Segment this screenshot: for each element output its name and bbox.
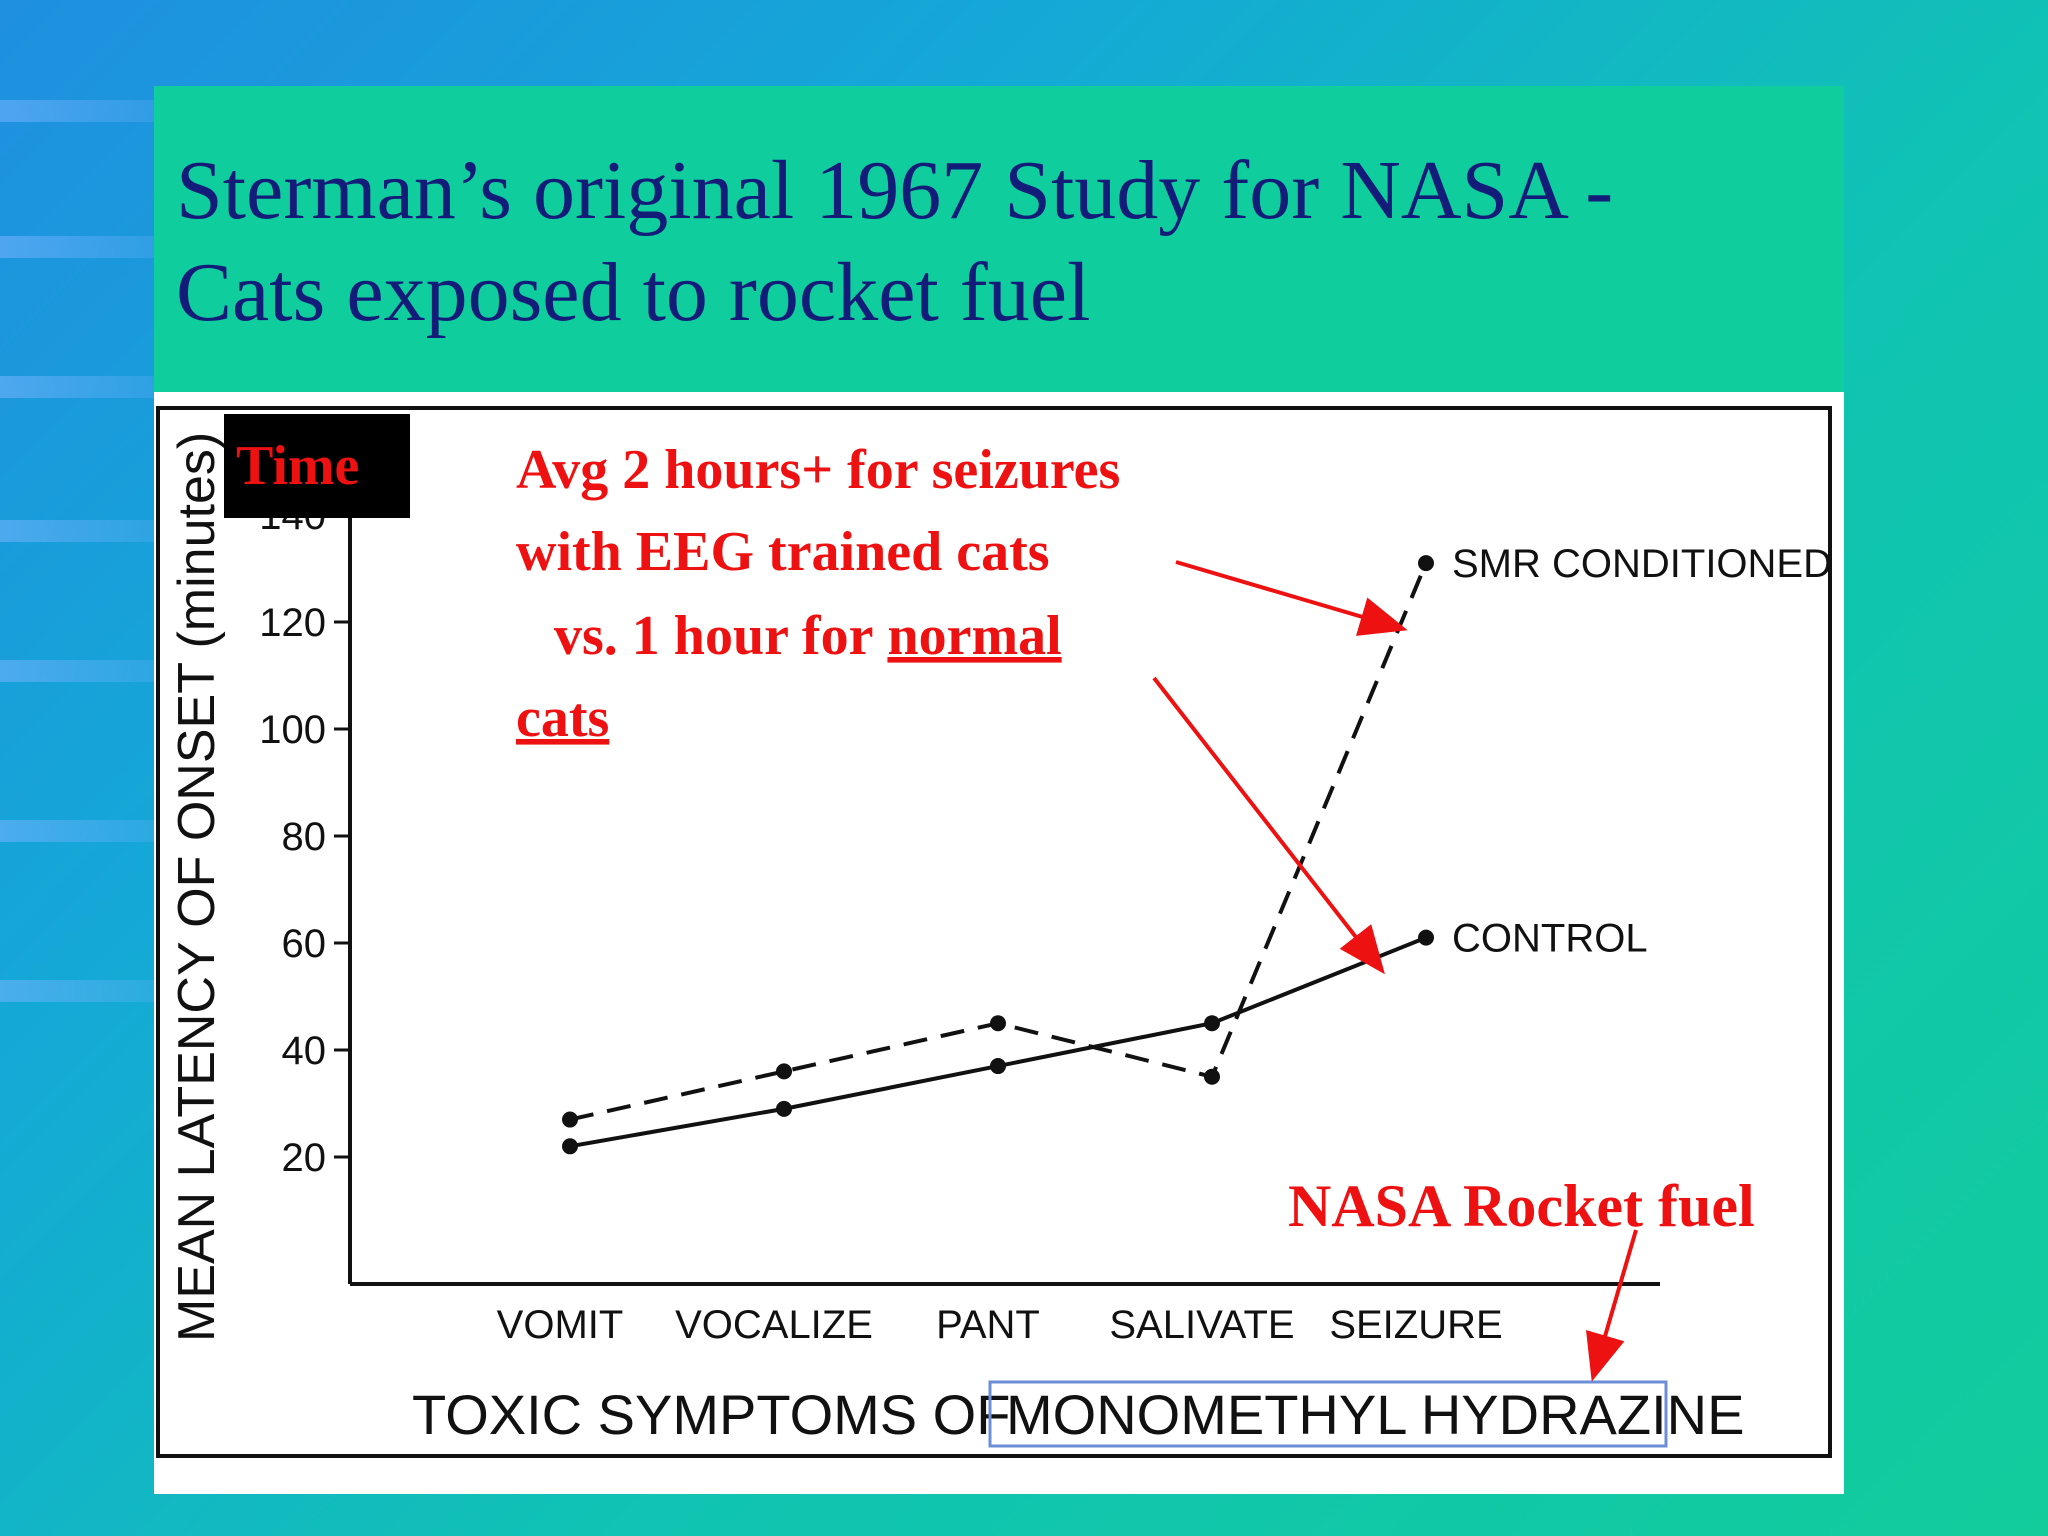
- data-point: [990, 1058, 1006, 1075]
- data-point: [562, 1111, 578, 1128]
- figure-border: [156, 406, 1832, 1458]
- data-point: [776, 1063, 792, 1080]
- y-tick-label: 40: [282, 1029, 327, 1073]
- rocket-fuel-annotation: NASA Rocket fuel: [1288, 1173, 1755, 1239]
- x-axis-label-highlight-box: [988, 1380, 1668, 1448]
- y-ticks: 20406080100120140: [259, 494, 350, 1180]
- x-category-label: SALIVATE: [1109, 1303, 1294, 1347]
- series-label: SMR CONDITIONED: [1452, 542, 1832, 586]
- x-category-label: VOMIT: [497, 1303, 624, 1347]
- data-point: [562, 1138, 578, 1155]
- data-point: [776, 1100, 792, 1117]
- series-label: CONTROL: [1452, 917, 1648, 961]
- chart-figure: 20406080100120140 VOMITVOCALIZEPANTSALIV…: [154, 392, 1844, 1494]
- arrow-to-control-seizure: [1152, 676, 1385, 975]
- arrow-to-smr-seizure: [1175, 560, 1408, 636]
- y-axis-label: MEAN LATENCY OF ONSET (minutes): [168, 432, 226, 1342]
- annotation-line: cats: [516, 687, 609, 749]
- data-point: [1204, 1068, 1220, 1085]
- annotation-line: vs. 1 hour for normal: [554, 605, 1062, 667]
- annotation-line-prefix: vs. 1 hour for: [554, 605, 873, 667]
- data-point: [1418, 929, 1434, 946]
- x-axis-label-highlight: MONOMETHYL HYDRAZINE: [1006, 1383, 1744, 1446]
- annotation-line: with EEG trained cats: [516, 521, 1050, 583]
- x-category-label: VOCALIZE: [675, 1303, 873, 1347]
- annotation-underlined-word: normal: [887, 605, 1061, 667]
- time-badge: Time: [236, 435, 359, 497]
- x-axis-label-prefix: TOXIC SYMPTOMS OF: [412, 1383, 1010, 1446]
- x-category-label: PANT: [936, 1303, 1040, 1347]
- series-line-control: [569, 935, 1427, 1149]
- annotation-line: Avg 2 hours+ for seizures: [516, 439, 1120, 501]
- series-group: SMR CONDITIONED CONTROL: [562, 542, 1832, 1155]
- y-tick-label: 100: [259, 708, 326, 752]
- data-point: [1204, 1015, 1220, 1032]
- x-category-labels: VOMIT VOCALIZE PANT SALIVATE SEIZURE: [497, 1303, 1503, 1347]
- slide-title: Sterman’s original 1967 Study for NASA -…: [176, 140, 1816, 344]
- arrow-to-hydrazine: [1586, 1229, 1638, 1382]
- x-category-label: SEIZURE: [1329, 1303, 1502, 1347]
- data-point: [1418, 555, 1434, 572]
- y-tick-label: 60: [282, 922, 327, 966]
- y-tick-label: 80: [282, 815, 327, 859]
- slide-title-line: Cats exposed to rocket fuel: [176, 246, 1091, 339]
- line-chart: 20406080100120140 VOMITVOCALIZEPANTSALIV…: [156, 406, 1832, 1458]
- data-point: [990, 1015, 1006, 1032]
- time-badge-box: [224, 414, 410, 518]
- slide-title-line: Sterman’s original 1967 Study for NASA -: [176, 144, 1614, 237]
- y-tick-label: 120: [259, 601, 326, 645]
- y-tick-label: 20: [282, 1136, 327, 1180]
